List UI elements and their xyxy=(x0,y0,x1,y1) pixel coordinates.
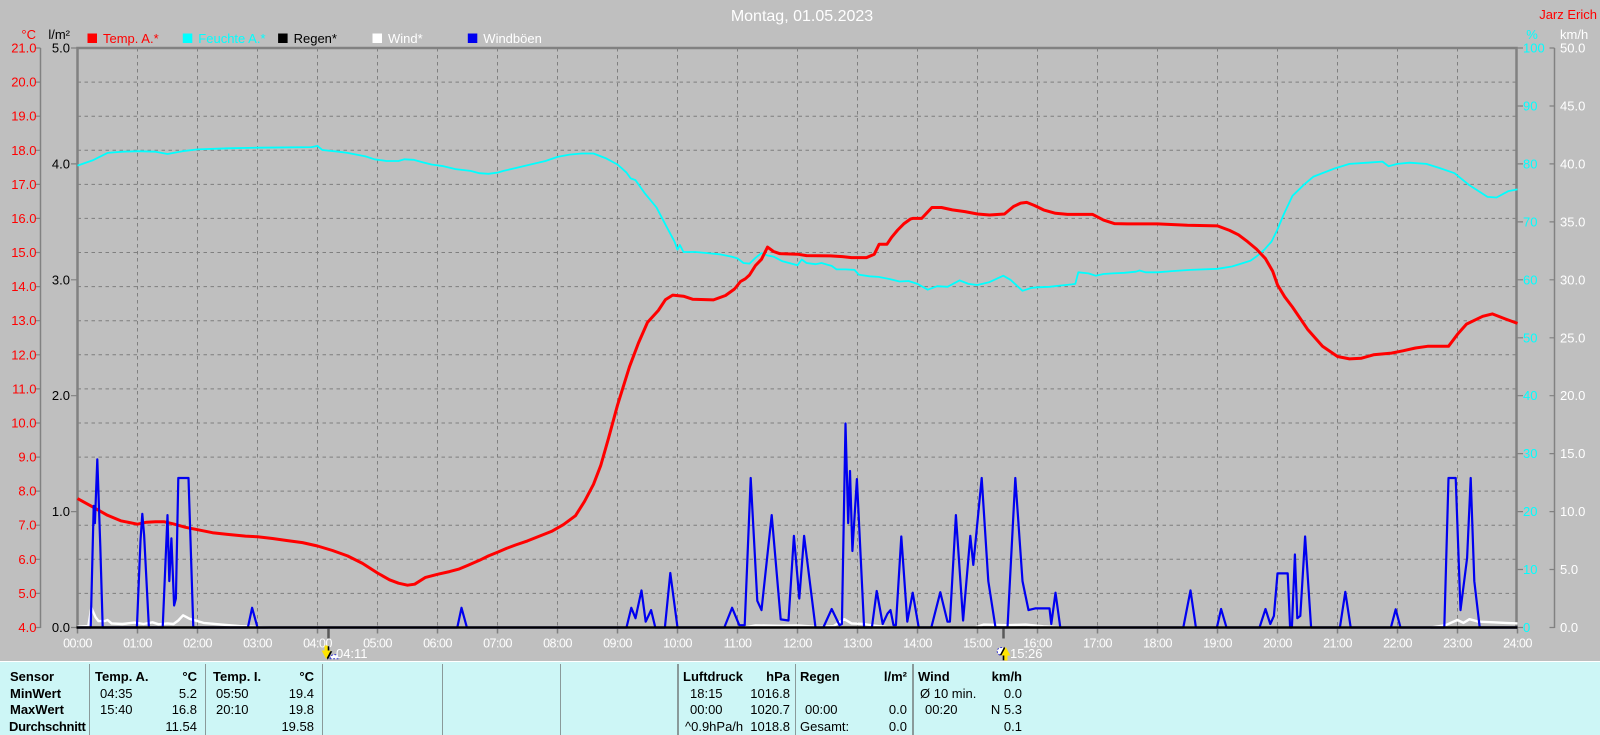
svg-text:25.0: 25.0 xyxy=(1560,330,1585,345)
svg-text:km/h: km/h xyxy=(1560,27,1588,42)
svg-text:8.0: 8.0 xyxy=(18,484,36,499)
svg-text:4.0: 4.0 xyxy=(52,156,70,171)
svg-text:50.0: 50.0 xyxy=(1560,41,1585,56)
svg-text:24:00: 24:00 xyxy=(1503,637,1532,651)
svg-text:4.0: 4.0 xyxy=(18,620,36,635)
svg-text:5.0: 5.0 xyxy=(52,41,70,56)
svg-text:23:00: 23:00 xyxy=(1443,637,1472,651)
svg-text:12.0: 12.0 xyxy=(11,347,36,362)
svg-text:12:00: 12:00 xyxy=(783,637,812,651)
svg-text:04:11: 04:11 xyxy=(336,646,368,661)
svg-text:10.0: 10.0 xyxy=(11,415,36,430)
svg-text:13.0: 13.0 xyxy=(11,313,36,328)
svg-text:00:00: 00:00 xyxy=(63,637,92,651)
svg-text:50: 50 xyxy=(1523,330,1537,345)
svg-text:0.0: 0.0 xyxy=(1560,620,1578,635)
svg-text:03:00: 03:00 xyxy=(243,637,272,651)
svg-text:15.0: 15.0 xyxy=(1560,446,1585,461)
svg-text:Feuchte A.*: Feuchte A.* xyxy=(198,31,265,46)
svg-text:l/m²: l/m² xyxy=(48,27,70,42)
svg-text:45.0: 45.0 xyxy=(1560,98,1585,113)
svg-text:Windböen: Windböen xyxy=(483,31,542,46)
svg-text:13:00: 13:00 xyxy=(843,637,872,651)
svg-text:09:00: 09:00 xyxy=(603,637,632,651)
svg-text:18:00: 18:00 xyxy=(1143,637,1172,651)
svg-text:7.0: 7.0 xyxy=(18,518,36,533)
svg-text:07:00: 07:00 xyxy=(483,637,512,651)
svg-text:5.0: 5.0 xyxy=(1560,562,1578,577)
svg-text:01:00: 01:00 xyxy=(123,637,152,651)
svg-text:08:00: 08:00 xyxy=(543,637,572,651)
svg-text:30.0: 30.0 xyxy=(1560,272,1585,287)
svg-text:02:00: 02:00 xyxy=(183,637,212,651)
svg-text:100: 100 xyxy=(1523,41,1545,56)
svg-text:15:26: 15:26 xyxy=(1010,646,1043,661)
svg-text:1.0: 1.0 xyxy=(52,504,70,519)
svg-text:10.0: 10.0 xyxy=(1560,504,1585,519)
svg-text:06:00: 06:00 xyxy=(423,637,452,651)
svg-text:05:00: 05:00 xyxy=(363,637,392,651)
svg-text:15:00: 15:00 xyxy=(963,637,992,651)
svg-text:Temp. A.*: Temp. A.* xyxy=(103,31,159,46)
svg-text:40: 40 xyxy=(1523,388,1537,403)
svg-text:9.0: 9.0 xyxy=(18,450,36,465)
svg-text:35.0: 35.0 xyxy=(1560,214,1585,229)
svg-text:30: 30 xyxy=(1523,446,1537,461)
svg-text:16.0: 16.0 xyxy=(11,211,36,226)
svg-text:0: 0 xyxy=(1523,620,1530,635)
svg-text:20.0: 20.0 xyxy=(1560,388,1585,403)
svg-text:Jarz Erich: Jarz Erich xyxy=(1539,7,1597,22)
svg-text:20: 20 xyxy=(1523,504,1537,519)
svg-text:70: 70 xyxy=(1523,214,1537,229)
svg-text:80: 80 xyxy=(1523,156,1537,171)
svg-text:%: % xyxy=(1526,27,1538,42)
svg-text:90: 90 xyxy=(1523,98,1537,113)
svg-text:10:00: 10:00 xyxy=(663,637,692,651)
svg-text:6.0: 6.0 xyxy=(18,552,36,567)
svg-text:40.0: 40.0 xyxy=(1560,156,1585,171)
svg-text:14.0: 14.0 xyxy=(11,279,36,294)
svg-text:3.0: 3.0 xyxy=(52,272,70,287)
svg-text:Wind*: Wind* xyxy=(388,31,423,46)
svg-text:20:00: 20:00 xyxy=(1263,637,1292,651)
svg-text:60: 60 xyxy=(1523,272,1537,287)
svg-text:20.0: 20.0 xyxy=(11,75,36,90)
svg-text:5.0: 5.0 xyxy=(18,586,36,601)
svg-text:21:00: 21:00 xyxy=(1323,637,1352,651)
svg-text:19.0: 19.0 xyxy=(11,109,36,124)
svg-text:15.0: 15.0 xyxy=(11,245,36,260)
svg-text:°C: °C xyxy=(21,27,36,42)
svg-text:21.0: 21.0 xyxy=(11,41,36,56)
svg-text:11:00: 11:00 xyxy=(724,637,752,651)
svg-text:18.0: 18.0 xyxy=(11,143,36,158)
svg-text:2.0: 2.0 xyxy=(52,388,70,403)
svg-text:0.0: 0.0 xyxy=(52,620,70,635)
svg-text:19:00: 19:00 xyxy=(1203,637,1232,651)
svg-text:10: 10 xyxy=(1523,562,1537,577)
svg-text:16:00: 16:00 xyxy=(1023,637,1052,651)
svg-text:11.0: 11.0 xyxy=(12,381,36,396)
svg-text:Regen*: Regen* xyxy=(294,31,337,46)
svg-text:17.0: 17.0 xyxy=(11,177,36,192)
svg-text:14:00: 14:00 xyxy=(903,637,932,651)
svg-text:22:00: 22:00 xyxy=(1383,637,1412,651)
svg-text:17:00: 17:00 xyxy=(1083,637,1112,651)
svg-text:Montag, 01.05.2023: Montag, 01.05.2023 xyxy=(731,8,873,25)
